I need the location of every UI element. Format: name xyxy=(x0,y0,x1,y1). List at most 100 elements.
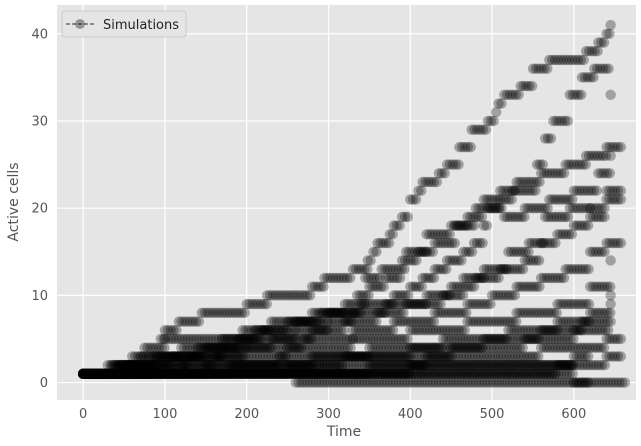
simulation-point xyxy=(475,359,487,371)
simulation-point xyxy=(310,377,322,388)
simulation-point xyxy=(378,368,389,380)
simulation-point xyxy=(391,359,402,371)
simulation-point xyxy=(432,307,443,319)
simulation-point xyxy=(109,368,120,380)
simulation-point xyxy=(433,342,445,353)
simulation-point xyxy=(338,368,349,380)
simulation-point xyxy=(498,368,510,380)
simulation-point xyxy=(80,368,92,380)
simulation-point xyxy=(413,325,425,336)
simulation-point xyxy=(192,368,203,380)
simulation-point xyxy=(231,333,242,345)
simulation-point xyxy=(201,342,212,353)
simulation-point xyxy=(441,264,452,275)
simulation-point xyxy=(306,325,318,336)
simulation-point xyxy=(138,368,149,380)
simulation-point xyxy=(379,351,391,362)
simulation-point xyxy=(157,351,169,362)
simulation-point xyxy=(313,359,325,371)
simulation-point xyxy=(228,351,240,362)
simulation-point xyxy=(86,368,97,380)
simulation-point xyxy=(277,359,289,371)
simulation-point xyxy=(266,368,278,380)
simulation-point xyxy=(448,342,460,353)
simulation-point xyxy=(92,368,103,380)
simulation-point xyxy=(335,307,346,319)
simulation-point xyxy=(595,150,606,162)
simulation-point xyxy=(365,255,376,266)
simulation-point xyxy=(152,368,163,380)
simulation-point xyxy=(169,368,180,380)
simulation-point xyxy=(582,377,594,388)
simulation-point xyxy=(266,325,277,336)
simulation-point xyxy=(465,316,476,327)
simulation-point xyxy=(352,368,364,380)
simulation-point xyxy=(118,368,129,380)
simulation-point xyxy=(155,333,167,345)
simulation-point xyxy=(432,351,444,362)
simulation-point xyxy=(514,246,526,257)
simulation-point xyxy=(353,333,364,345)
simulation-point xyxy=(577,325,588,336)
simulation-point xyxy=(201,368,212,380)
simulation-point xyxy=(553,333,565,345)
simulation-point xyxy=(493,272,504,284)
simulation-point xyxy=(118,368,129,380)
simulation-point xyxy=(495,264,507,275)
simulation-point xyxy=(151,359,162,371)
simulation-point xyxy=(163,359,174,371)
simulation-point xyxy=(247,298,258,310)
simulation-point xyxy=(535,237,546,249)
simulation-point xyxy=(186,368,198,380)
simulation-point xyxy=(519,202,530,214)
simulation-point xyxy=(452,333,463,345)
simulation-point xyxy=(129,359,141,371)
simulation-point xyxy=(158,368,169,380)
simulation-point xyxy=(489,290,501,301)
simulation-point xyxy=(531,281,542,292)
simulation-point xyxy=(328,359,339,371)
simulation-point xyxy=(178,368,189,380)
simulation-point xyxy=(83,368,95,380)
simulation-point xyxy=(123,368,135,380)
simulation-point xyxy=(129,368,140,380)
simulation-point xyxy=(113,359,124,371)
simulation-point xyxy=(419,359,431,371)
simulation-point xyxy=(135,368,146,380)
simulation-point xyxy=(261,333,272,345)
simulation-point xyxy=(515,368,527,380)
simulation-point xyxy=(136,359,147,371)
simulation-point xyxy=(530,185,541,196)
simulation-point xyxy=(392,351,404,362)
simulation-point xyxy=(229,368,241,380)
simulation-point xyxy=(539,333,551,345)
simulation-point xyxy=(531,359,542,371)
simulation-point xyxy=(498,351,510,362)
simulation-point xyxy=(286,359,297,371)
simulation-point xyxy=(456,325,468,336)
simulation-point xyxy=(387,368,398,380)
simulation-point xyxy=(189,368,200,380)
simulation-point xyxy=(505,359,516,371)
simulation-point xyxy=(115,359,126,371)
simulation-point xyxy=(198,368,209,380)
simulation-point xyxy=(152,368,163,380)
simulation-point xyxy=(424,368,435,380)
simulation-point xyxy=(155,359,167,371)
simulation-point xyxy=(432,229,444,240)
simulation-point xyxy=(295,368,306,380)
simulation-point xyxy=(439,168,450,179)
simulation-point xyxy=(80,368,92,380)
simulation-point xyxy=(315,307,326,319)
simulation-point xyxy=(243,368,255,380)
simulation-point xyxy=(89,368,100,380)
simulation-point xyxy=(580,325,591,336)
simulation-point xyxy=(183,368,195,380)
simulation-point xyxy=(86,368,97,380)
simulation-point xyxy=(555,54,566,66)
simulation-point xyxy=(408,316,420,327)
simulation-point xyxy=(446,333,457,345)
simulation-point xyxy=(561,325,573,336)
simulation-point xyxy=(189,368,200,380)
simulation-point xyxy=(345,351,357,362)
